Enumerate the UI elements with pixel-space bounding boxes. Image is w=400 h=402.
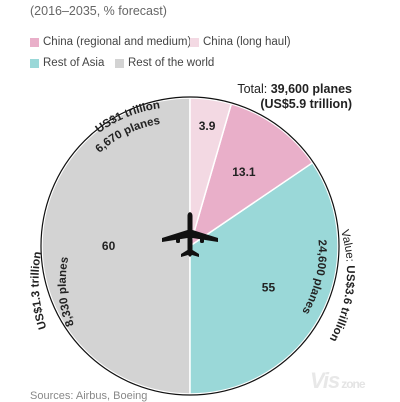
- legend-item-rest-of-asia: Rest of Asia: [30, 57, 104, 69]
- pie-slice-china-regional-and-medium: [188, 102, 314, 248]
- pie-slice-china-long-haul: [189, 97, 233, 247]
- outer-ring: [40, 96, 340, 396]
- total-prefix: Total:: [237, 82, 271, 96]
- legend-label-rest-of-world: Rest of the world: [128, 57, 215, 69]
- watermark-logo: Vis zone: [310, 368, 366, 394]
- pie-slice-rest-of-the-world: [41, 97, 191, 395]
- slice-value-label: 55: [262, 281, 276, 295]
- arc-label-world-value-prefix: Value:: [338, 229, 356, 266]
- slice-value-label: 3.9: [199, 119, 216, 133]
- slice-labels: 60 55 13.1 3.9: [102, 119, 276, 295]
- total-planes: 39,600 planes: [270, 82, 352, 96]
- legend-swatch-rest-of-world: [115, 58, 124, 68]
- legend-swatch-china-long-haul: [190, 37, 199, 47]
- chart-subtitle: (2016–2035, % forecast): [30, 4, 167, 18]
- watermark-main: Vis: [310, 368, 340, 393]
- legend-label-rest-of-asia: Rest of Asia: [43, 57, 105, 69]
- total-label: Total: 39,600 planes (US$5.9 trillion): [237, 82, 352, 112]
- watermark-sub: zone: [341, 377, 365, 391]
- airplane-icon: [162, 212, 218, 257]
- pie-slice-rest-of-asia: [189, 161, 339, 395]
- slice-value-label: 13.1: [232, 165, 256, 179]
- total-value: (US$5.9 trillion): [260, 97, 352, 111]
- legend-item-china-regional: China (regional and medium): [30, 36, 191, 48]
- slice-value-label: 60: [102, 239, 116, 253]
- legend-label-china-long-haul: China (long haul): [203, 36, 291, 48]
- legend-label-china-regional: China (regional and medium): [43, 36, 192, 48]
- legend-item-china-long-haul: China (long haul): [190, 36, 291, 48]
- legend-swatch-china-regional: [30, 37, 39, 47]
- pie-slices: [41, 97, 339, 395]
- legend-item-rest-of-world: Rest of the world: [115, 57, 214, 69]
- legend-swatch-rest-of-asia: [30, 58, 39, 68]
- sources-note: Sources: Airbus, Boeing: [30, 390, 148, 402]
